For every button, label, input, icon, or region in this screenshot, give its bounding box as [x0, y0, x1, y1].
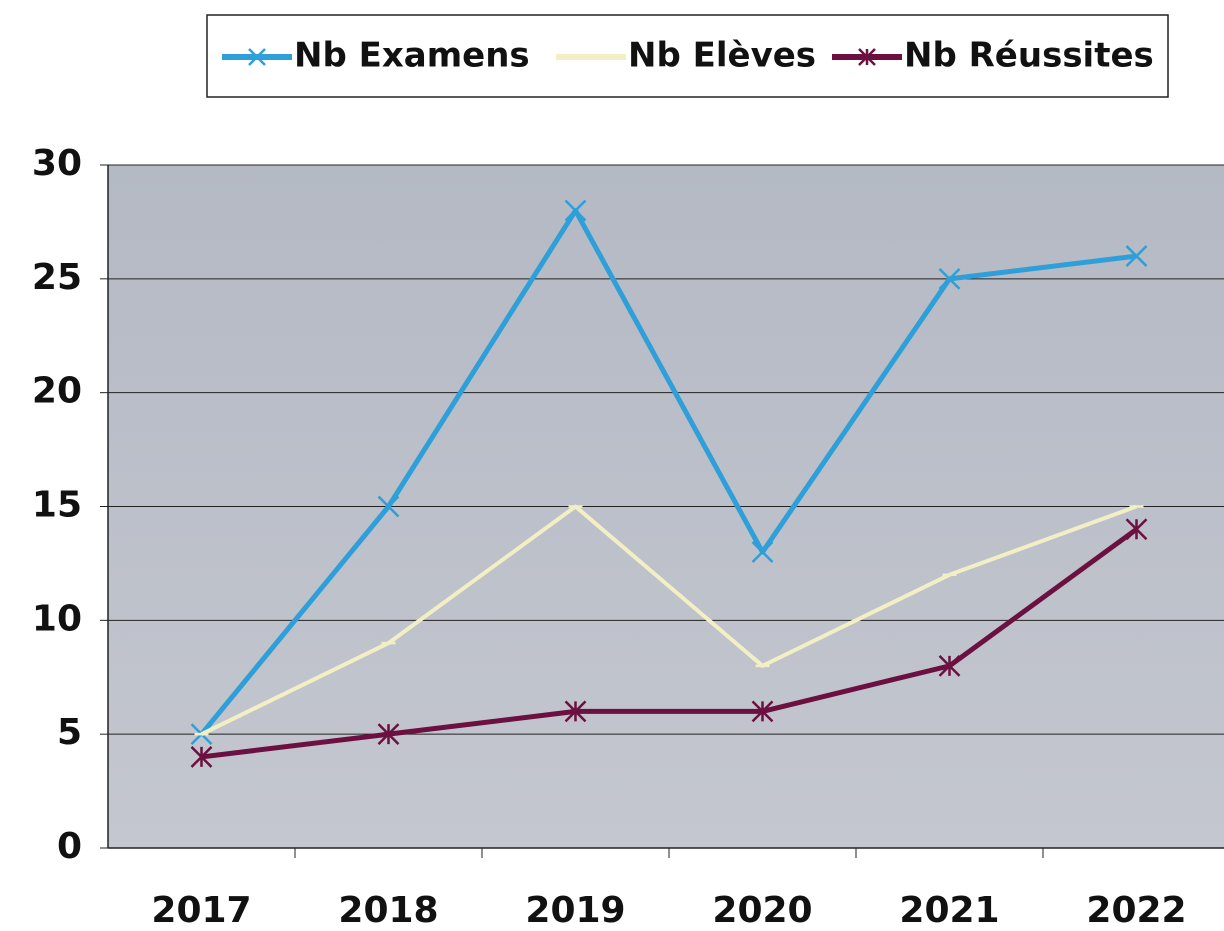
point-marker	[377, 723, 400, 746]
point-marker	[564, 199, 587, 222]
x-tick-label: 2019	[525, 890, 625, 931]
y-tick-label: 10	[32, 598, 82, 639]
point-marker	[1125, 518, 1148, 541]
x-tick-label: 2022	[1086, 890, 1186, 931]
legend-marker	[858, 48, 876, 66]
point-marker	[938, 654, 961, 677]
x-tick-label: 2018	[338, 890, 438, 931]
y-tick-label: 25	[32, 257, 82, 298]
legend-label: Nb Examens	[294, 36, 530, 76]
point-marker	[938, 267, 961, 290]
series-line	[199, 208, 1137, 736]
point-marker	[190, 746, 213, 768]
point-marker	[564, 700, 587, 723]
y-tick-label: 0	[57, 826, 82, 867]
y-tick-label: 20	[32, 371, 82, 412]
series-line	[200, 504, 1138, 736]
point-marker	[751, 700, 774, 723]
legend-label: Nb Elèves	[628, 36, 816, 76]
series-line	[201, 527, 1138, 760]
x-tick-label: 2020	[712, 890, 812, 931]
point-marker	[1125, 245, 1148, 267]
y-tick-label: 5	[57, 712, 82, 753]
legend-box	[206, 14, 1169, 98]
legend-marker	[248, 48, 266, 66]
x-tick-label: 2021	[899, 890, 999, 931]
x-tick-label: 2017	[151, 890, 251, 931]
legend-label: Nb Réussites	[904, 36, 1154, 76]
point-marker	[377, 495, 400, 518]
point-marker	[751, 541, 774, 563]
y-tick-label: 30	[32, 143, 82, 184]
y-tick-label: 15	[32, 485, 82, 526]
